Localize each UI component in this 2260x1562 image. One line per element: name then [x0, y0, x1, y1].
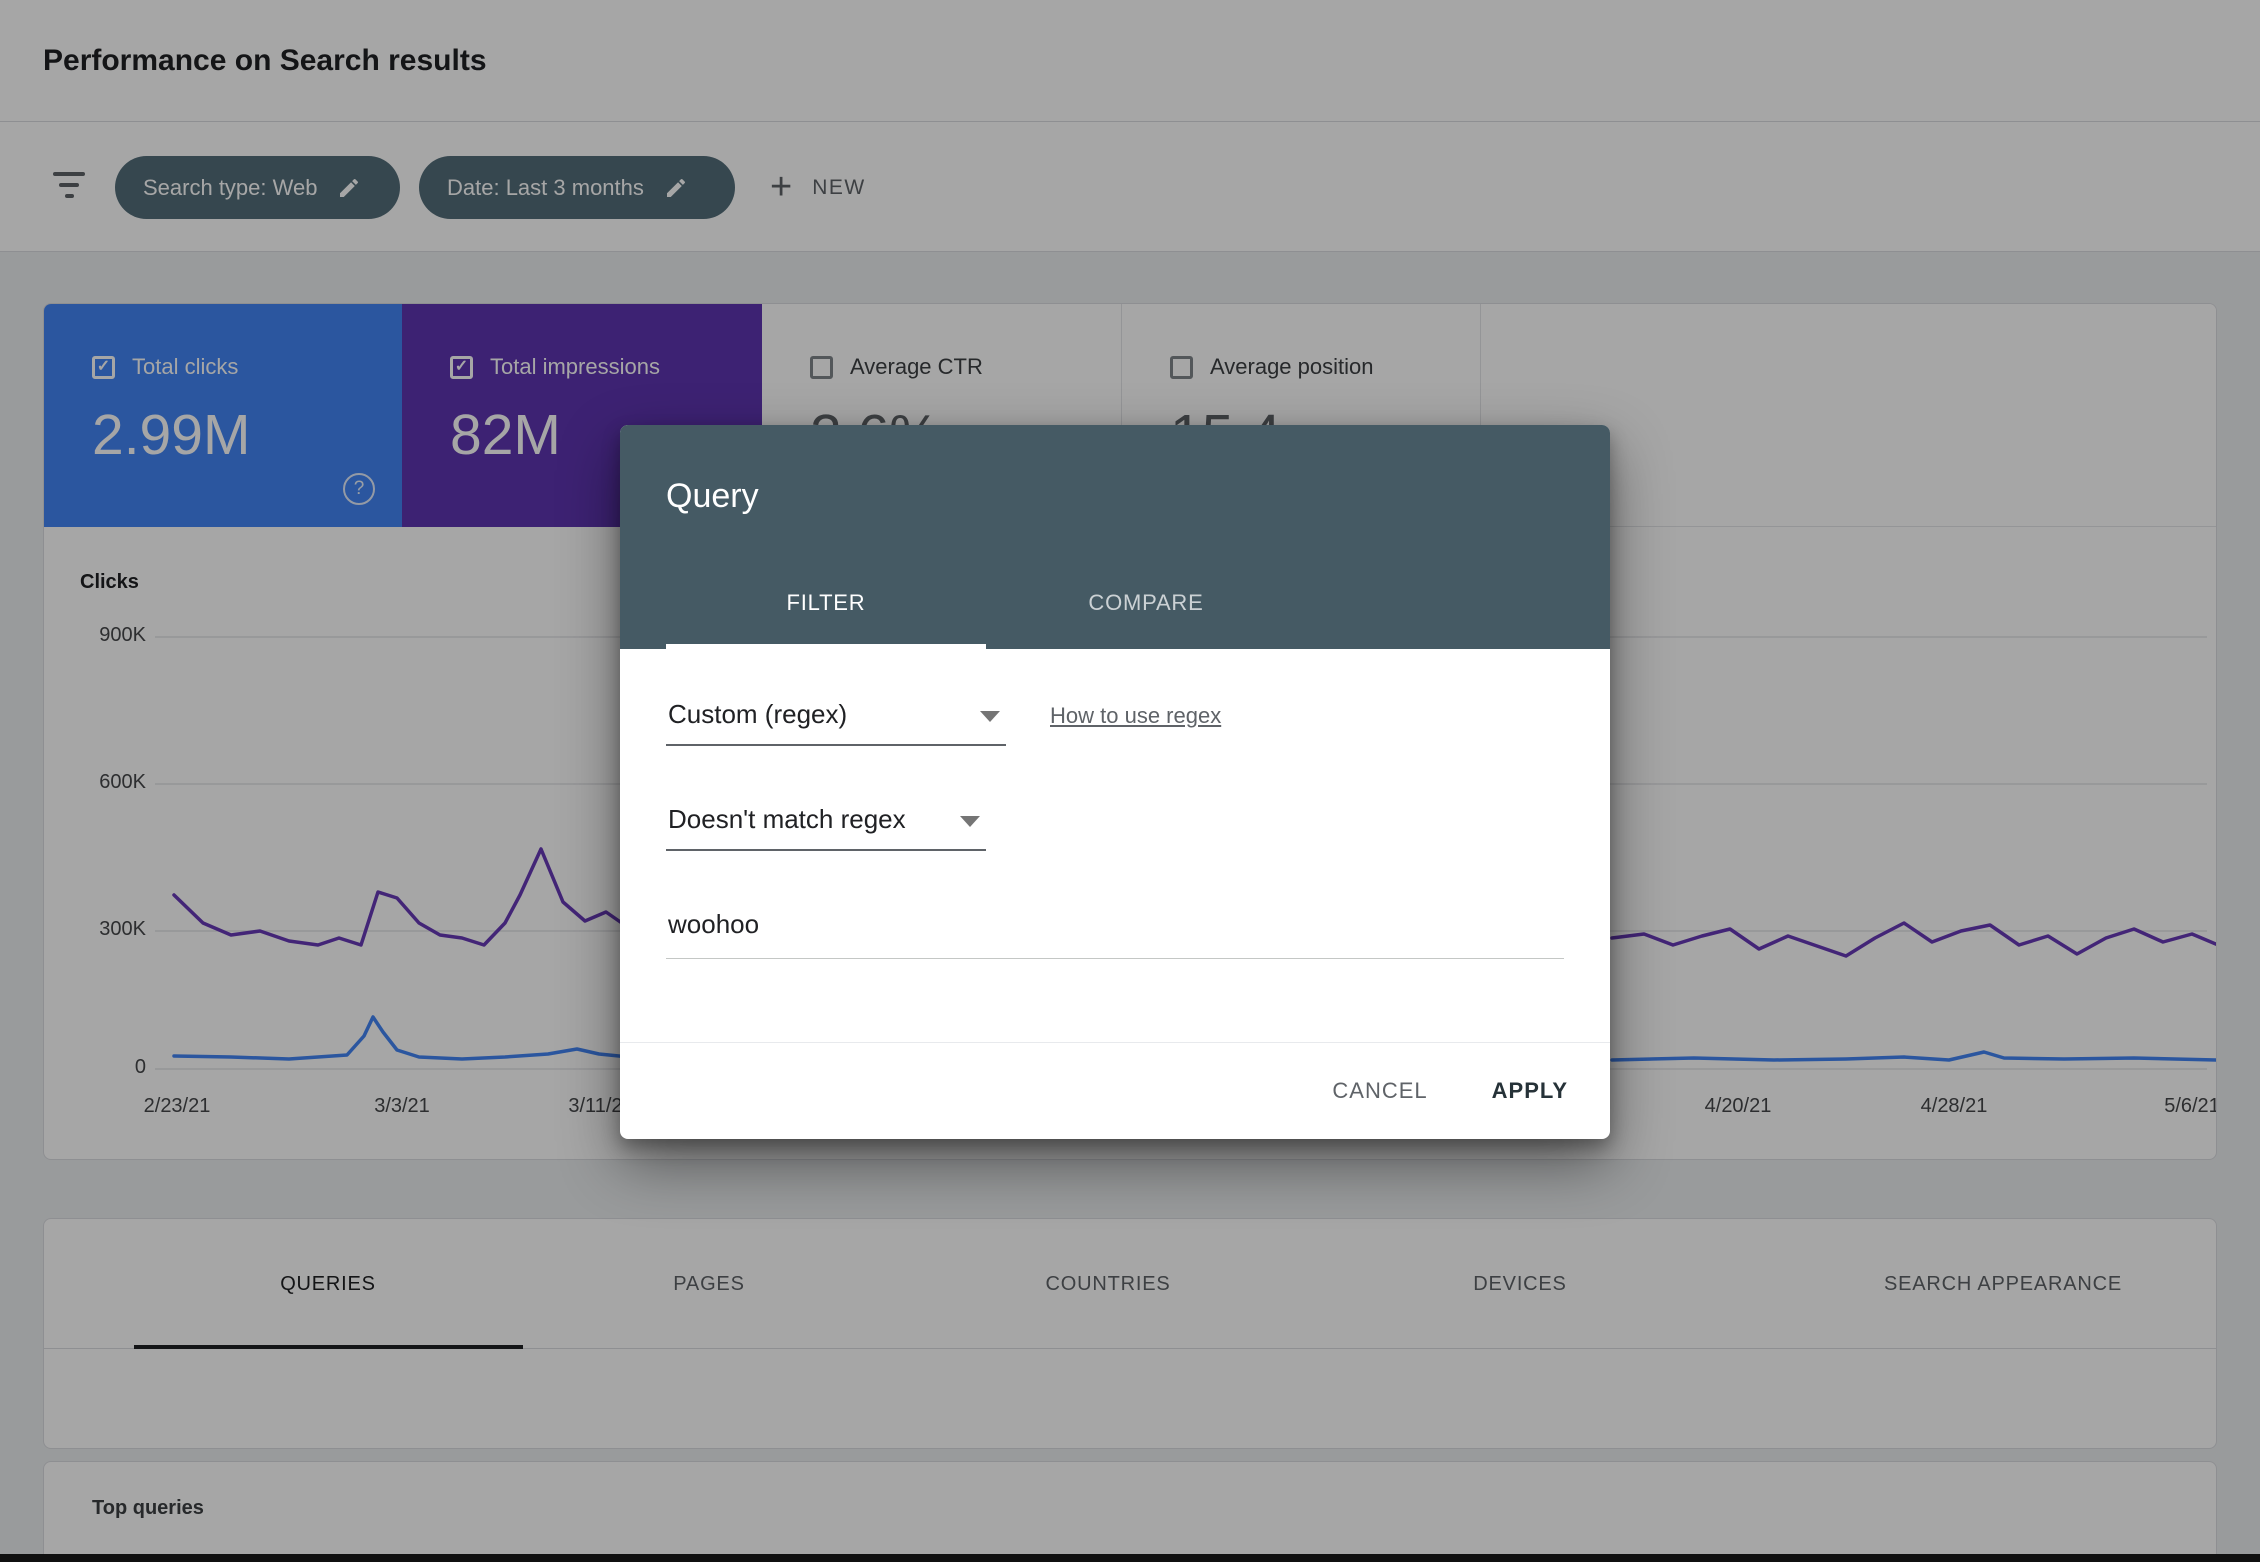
pencil-icon [666, 178, 685, 197]
app-bar: Performance on Search results [0, 0, 2260, 122]
pencil-icon [340, 178, 359, 197]
chart-axis-title: Clicks [80, 571, 139, 593]
checkbox-checked-icon[interactable]: ✓ [92, 355, 115, 379]
active-dialog-tab-underline [666, 644, 986, 649]
apply-button[interactable]: APPLY [1491, 1078, 1568, 1103]
match-type-select[interactable]: Doesn't match regex [666, 798, 986, 851]
check-icon: ✓ [454, 358, 469, 375]
dialog-header: Query FILTER COMPARE [620, 425, 1610, 649]
dimension-tabs-panel: QUERIES PAGES COUNTRIES DEVICES SEARCH A… [43, 1218, 2217, 1449]
dialog-footer: CANCEL APPLY [620, 1042, 1610, 1139]
search-type-chip-label: Search type: Web [143, 174, 318, 200]
dimension-tabs-row: QUERIES PAGES COUNTRIES DEVICES SEARCH A… [44, 1219, 2216, 1349]
tab-pages[interactable]: PAGES [673, 1272, 745, 1295]
dialog-tab-filter[interactable]: FILTER [786, 590, 866, 615]
filter-type-select[interactable]: Custom (regex) [666, 693, 1006, 746]
tab-search-appearance[interactable]: SEARCH APPEARANCE [1883, 1272, 2123, 1295]
check-icon: ✓ [96, 358, 111, 375]
dialog-body: Custom (regex) How to use regex Doesn't … [620, 693, 1610, 959]
x-axis-label: 2/23/21 [143, 1095, 211, 1117]
chevron-down-icon [980, 711, 1000, 722]
x-axis-label: 3/11/21 [568, 1095, 634, 1117]
regex-query-input[interactable] [666, 905, 1564, 959]
metric-value: 2.99M [92, 403, 251, 467]
x-axis-label: 5/6/21 [2164, 1095, 2217, 1117]
table-column-header: Top queries [92, 1497, 204, 1519]
bottom-dark-strip [0, 1554, 2260, 1562]
new-button-label: NEW [812, 175, 866, 199]
date-range-chip[interactable]: Date: Last 3 months [419, 156, 735, 219]
dialog-title: Query [666, 477, 759, 515]
active-tab-underline [134, 1345, 523, 1349]
regex-help-link[interactable]: How to use regex [1050, 703, 1222, 728]
cancel-button[interactable]: CANCEL [1332, 1078, 1428, 1103]
query-filter-dialog: Query FILTER COMPARE Custom (regex) How … [620, 425, 1610, 1139]
metric-value: 82M [450, 403, 561, 467]
y-axis-tick: 900K [99, 624, 146, 646]
tab-queries[interactable]: QUERIES [280, 1272, 376, 1295]
chevron-down-icon [960, 816, 980, 827]
match-type-value: Doesn't match regex [668, 804, 906, 834]
page-title: Performance on Search results [43, 44, 487, 77]
help-icon[interactable]: ? [343, 473, 375, 505]
tab-devices[interactable]: DEVICES [1473, 1272, 1567, 1295]
search-type-chip[interactable]: Search type: Web [115, 156, 400, 219]
metric-label: Average CTR [850, 354, 983, 379]
tab-countries[interactable]: COUNTRIES [1045, 1272, 1171, 1295]
date-range-chip-label: Date: Last 3 months [447, 174, 644, 200]
plus-icon: + [770, 166, 793, 208]
checkbox-checked-icon[interactable]: ✓ [450, 355, 473, 379]
queries-table-panel: Top queries [43, 1461, 2217, 1562]
y-axis-tick: 0 [134, 1056, 146, 1078]
x-axis-label: 3/3/21 [374, 1095, 430, 1117]
metric-label: Average position [1210, 354, 1374, 379]
new-filter-button[interactable]: + NEW [770, 156, 866, 219]
y-axis-tick: 600K [99, 771, 146, 793]
x-axis-label: 4/28/21 [1920, 1095, 1988, 1117]
y-axis-tick: 300K [99, 918, 146, 940]
filter-list-icon[interactable] [52, 166, 86, 206]
metric-card-total-clicks[interactable]: ✓ Total clicks 2.99M ? [44, 304, 402, 527]
x-axis-label: 4/20/21 [1704, 1095, 1772, 1117]
dialog-tab-compare[interactable]: COMPARE [1088, 590, 1204, 615]
metric-label: Total clicks [132, 354, 239, 379]
checkbox-unchecked-icon[interactable] [1170, 355, 1193, 379]
metric-label: Total impressions [490, 354, 660, 379]
filter-type-value: Custom (regex) [668, 699, 848, 729]
checkbox-unchecked-icon[interactable] [810, 355, 833, 379]
filter-bar: Search type: Web Date: Last 3 months + N… [0, 122, 2260, 252]
